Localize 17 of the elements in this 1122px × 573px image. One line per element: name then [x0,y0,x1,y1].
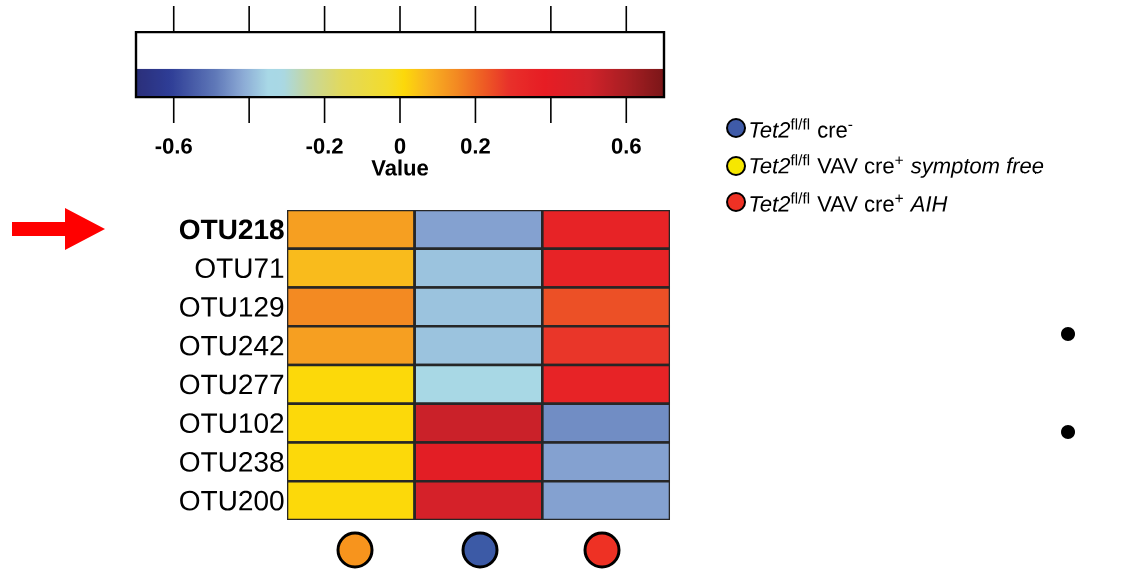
color-bar-label: -0.2 [306,138,343,154]
y-tick-label: OTU102 [180,413,284,434]
y-tick-label: OTU200 [180,490,284,511]
color-bar-label: 0.6 [611,138,641,154]
y-tick-label: OTU242 [180,335,284,356]
text: Tet2$^{fl/fl}$ VAV cre$^{+}$ symptom free [750,154,1044,178]
text: Tet2$^{fl/fl}$ cre$^{-}$ [750,118,853,138]
y-tick-label: OTU71 [195,258,284,279]
y-tick-label: OTU129 [180,296,284,317]
y-tick-label: OTU218 [179,219,284,240]
color-bar-label: 0.2 [461,138,490,154]
text: Tet2$^{fl/fl}$ VAV cre$^{+}$ AIH [750,192,948,212]
color-bar-label: 0 [394,138,406,154]
y-tick-label: OTU238 [180,451,284,472]
y-tick-label: OTU277 [180,374,284,395]
color-bar-label: -0.6 [155,138,192,154]
color-bar-title: Value [371,159,428,176]
